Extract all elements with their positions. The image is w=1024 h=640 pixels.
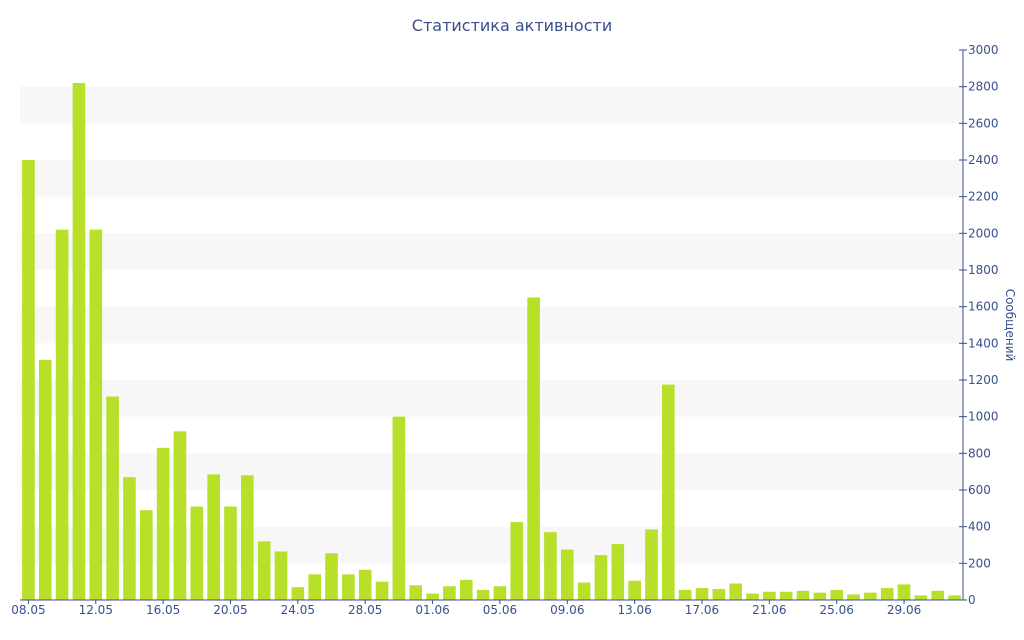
x-tick-label: 12.05 [79,603,113,617]
grid-band [20,306,963,344]
x-tick-label: 20.05 [213,603,247,617]
bar-01.06 [426,593,439,600]
bar-05.06 [493,586,507,600]
bar-02.07 [948,595,961,600]
bar-19.06 [729,583,742,600]
x-tick-label: 24.05 [281,603,315,617]
bar-30.06 [914,595,928,600]
bar-06.06 [510,522,524,600]
bar-18.06 [712,589,726,600]
bar-21.05 [241,475,254,600]
bar-22.06 [779,591,793,600]
x-tick-label: 21.06 [752,603,786,617]
bar-24.06 [813,592,827,600]
bar-09.06 [560,549,574,600]
bar-28.05 [358,569,372,600]
bar-30.05 [392,416,406,600]
x-axis: 08.05 12.05 16.05 20.05 24.05 28.05 01.06 05.06… [11,599,963,617]
x-tick-label: 17.06 [685,603,719,617]
bar-26.06 [847,594,860,600]
bar-19.05 [207,474,220,600]
bar-09.05 [38,359,52,600]
bar-13.05 [106,396,119,600]
bar-23.06 [796,590,810,600]
bar-08.06 [544,532,557,600]
bar-12.05 [89,229,103,601]
grid-band [20,380,963,417]
grid-band [20,233,963,270]
bar-17.06 [695,588,709,600]
y-tick-label: 400 [968,520,991,534]
bar-17.05 [173,431,187,600]
y-tick-label: 1600 [968,300,999,314]
y-tick-label: 2600 [968,116,999,130]
y-tick-label: 3000 [968,43,999,57]
bar-12.06 [611,544,625,600]
bar-18.05 [190,506,204,600]
y-axis-label: Сообщений [1003,289,1017,362]
bar-16.06 [678,589,692,600]
bar-29.06 [897,584,911,600]
x-tick-label: 01.06 [415,603,449,617]
bar-03.06 [459,579,473,600]
bar-26.05 [325,553,338,600]
bar-21.06 [763,591,776,600]
y-tick-label: 1400 [968,336,999,350]
x-tick-label: 13.06 [617,603,651,617]
y-tick-label: 2200 [968,190,999,204]
bar-10.05 [55,229,69,601]
x-tick-label: 25.06 [820,603,854,617]
bar-31.05 [409,585,423,600]
grid-band [20,160,963,197]
x-tick-label: 09.06 [550,603,584,617]
bar-25.06 [830,589,844,600]
bar-15.05 [139,510,153,600]
bar-24.05 [291,587,305,600]
bar-16.05 [156,447,170,600]
bar-13.06 [628,580,641,600]
bar-11.06 [594,555,608,600]
bar-02.06 [443,586,456,600]
y-tick-label: 2400 [968,153,999,167]
bars [22,83,961,601]
bar-11.05 [72,83,86,600]
bar-04.06 [476,589,490,600]
y-tick-label: 600 [968,483,991,497]
y-tick-label: 2800 [968,80,999,94]
bar-14.05 [123,477,136,600]
bar-23.05 [274,551,288,600]
bar-28.06 [880,588,894,600]
grid-bands [20,86,963,564]
bar-29.05 [375,581,389,600]
x-tick-label: 05.06 [483,603,517,617]
y-tick-label: 1800 [968,263,999,277]
bar-25.05 [308,574,321,600]
chart-title: Статистика активности [412,16,612,35]
bar-20.06 [746,593,759,600]
bar-14.06 [645,529,658,600]
bar-22.05 [257,541,271,600]
bar-01.07 [931,590,945,600]
y-tick-label: 1000 [968,410,999,424]
y-tick-label: 1200 [968,373,999,387]
y-tick-label: 200 [968,556,991,570]
y-tick-label: 2000 [968,226,999,240]
bar-15.06 [662,384,675,600]
y-axis: 0 200 400 600 800 1000 1200 1400 1600 1800 2000 220… [959,43,999,607]
bar-27.05 [342,574,355,600]
bar-07.06 [527,297,540,600]
y-tick-label: 0 [968,593,976,607]
bar-20.05 [224,506,237,600]
grid-band [20,86,963,124]
bar-10.06 [577,582,591,600]
bar-27.06 [864,592,877,600]
y-tick-label: 800 [968,446,991,460]
x-tick-label: 16.05 [146,603,180,617]
bar-08.05 [22,160,35,600]
x-tick-label: 08.05 [11,603,45,617]
x-tick-label: 29.06 [887,603,921,617]
x-tick-label: 28.05 [348,603,382,617]
